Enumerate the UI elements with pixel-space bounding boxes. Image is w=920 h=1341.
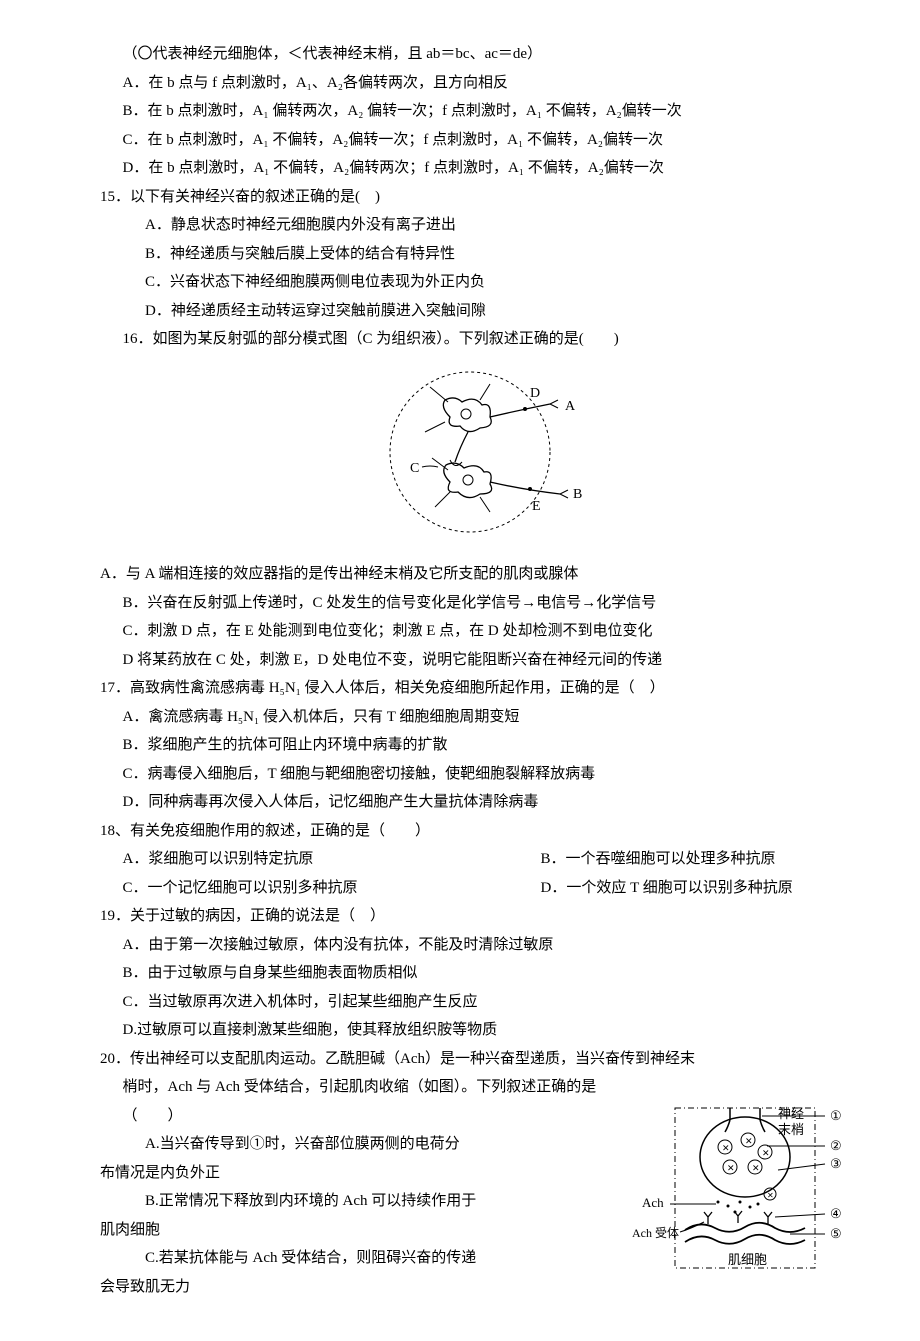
q14-option-c: C．在 b 点刺激时，A₁ 不偏转，A₂偏转一次；f 点刺激时，A₁ 不偏转，A… xyxy=(100,126,860,155)
q15-option-c: C．兴奋状态下神经细胞膜两侧电位表现为外正内负 xyxy=(100,268,860,297)
q18-stem: 18、有关免疫细胞作用的叙述，正确的是（ ） xyxy=(100,817,860,846)
q20-figure: ✕ ✕ ✕ ✕ ✕ ✕ Ach Ach 受体 xyxy=(630,1102,860,1288)
intro-text: （〇代表神经元细胞体，＜代表神经末梢，且 ab＝bc、ac＝de） xyxy=(100,40,860,69)
q19-option-c: C．当过敏原再次进入机体时，引起某些细胞产生反应 xyxy=(100,988,860,1017)
q20-stem-3: （ ） xyxy=(100,1102,620,1131)
q20-option-b-1: B.正常情况下释放到内环境的 Ach 可以持续作用于 xyxy=(100,1187,620,1216)
q14-option-b: B．在 b 点刺激时，A₁ 偏转两次，A₂ 偏转一次；f 点刺激时，A₁ 不偏转… xyxy=(100,97,860,126)
svg-text:✕: ✕ xyxy=(767,1191,774,1200)
q18-option-c: C．一个记忆细胞可以识别多种抗原 xyxy=(100,874,541,903)
svg-text:✕: ✕ xyxy=(745,1136,753,1146)
q19-stem: 19．关于过敏的病因，正确的说法是（ ） xyxy=(100,902,860,931)
q19-option-b: B．由于过敏原与自身某些细胞表面物质相似 xyxy=(100,959,860,988)
q16-label-d: D xyxy=(530,386,540,401)
q16-option-b: B．兴奋在反射弧上传递时，C 处发生的信号变化是化学信号→电信号→化学信号 xyxy=(100,589,860,618)
q17-option-a: A．禽流感病毒 H₅N₁ 侵入机体后，只有 T 细胞细胞周期变短 xyxy=(100,703,860,732)
q16-figure: D A E B C xyxy=(100,362,860,553)
q16-label-b: B xyxy=(573,487,582,502)
q17-stem: 17．高致病性禽流感病毒 H₅N₁ 侵入人体后，相关免疫细胞所起作用，正确的是（… xyxy=(100,674,860,703)
q19-option-d: D.过敏原可以直接刺激某些细胞，使其释放组织胺等物质 xyxy=(100,1016,860,1045)
q18-option-d: D．一个效应 T 细胞可以识别多种抗原 xyxy=(541,874,861,903)
q20-label-nerve: 神经 xyxy=(778,1106,804,1121)
q20-label-ending: 末梢 xyxy=(778,1122,804,1137)
q20-label-4: ④ xyxy=(830,1206,842,1221)
q20-label-2: ② xyxy=(830,1138,842,1153)
q20-stem-2: 梢时，Ach 与 Ach 受体结合，引起肌肉收缩（如图）。下列叙述正确的是 xyxy=(100,1073,860,1102)
q20-stem-1: 20．传出神经可以支配肌肉运动。乙酰胆碱（Ach）是一种兴奋型递质，当兴奋传到神… xyxy=(100,1045,860,1074)
q20-label-receptor: Ach 受体 xyxy=(632,1226,679,1240)
q20-label-3: ③ xyxy=(830,1156,842,1171)
q14-option-a: A．在 b 点与 f 点刺激时，A₁、A₂各偏转两次，且方向相反 xyxy=(100,69,860,98)
q18-option-b: B．一个吞噬细胞可以处理多种抗原 xyxy=(541,845,861,874)
q20-option-a-2: 布情况是内负外正 xyxy=(100,1159,620,1188)
q20-label-muscle: 肌细胞 xyxy=(728,1252,767,1267)
svg-text:✕: ✕ xyxy=(762,1148,770,1158)
svg-text:✕: ✕ xyxy=(727,1163,735,1173)
q20-option-c-1: C.若某抗体能与 Ach 受体结合，则阻碍兴奋的传递 xyxy=(100,1244,620,1273)
q20-option-a-1: A.当兴奋传导到①时，兴奋部位膜两侧的电荷分 xyxy=(100,1130,620,1159)
q20-label-5: ⑤ xyxy=(830,1226,842,1241)
q15-option-d: D．神经递质经主动转运穿过突触前膜进入突触间隙 xyxy=(100,297,860,326)
q16-option-d: D 将某药放在 C 处，刺激 E，D 处电位不变，说明它能阻断兴奋在神经元间的传… xyxy=(100,646,860,675)
q15-option-b: B．神经递质与突触后膜上受体的结合有特异性 xyxy=(100,240,860,269)
q16-label-a: A xyxy=(565,399,576,414)
q20-label-ach: Ach xyxy=(642,1195,664,1210)
q16-option-a: A．与 A 端相连接的效应器指的是传出神经末梢及它所支配的肌肉或腺体 xyxy=(100,560,860,589)
q16-label-e: E xyxy=(532,499,541,514)
q20-label-1: ① xyxy=(830,1108,842,1123)
q17-option-d: D．同种病毒再次侵入人体后，记忆细胞产生大量抗体清除病毒 xyxy=(100,788,860,817)
q14-option-d: D．在 b 点刺激时，A₁ 不偏转，A₂偏转两次；f 点刺激时，A₁ 不偏转，A… xyxy=(100,154,860,183)
q16-label-c: C xyxy=(410,461,419,476)
q20-option-b-2: 肌肉细胞 xyxy=(100,1216,620,1245)
q20-option-c-2: 会导致肌无力 xyxy=(100,1273,620,1302)
q16-option-c: C．刺激 D 点，在 E 处能测到电位变化；刺激 E 点，在 D 处却检测不到电… xyxy=(100,617,860,646)
svg-text:✕: ✕ xyxy=(752,1163,760,1173)
q19-option-a: A．由于第一次接触过敏原，体内没有抗体，不能及时清除过敏原 xyxy=(100,931,860,960)
q17-option-c: C．病毒侵入细胞后，T 细胞与靶细胞密切接触，使靶细胞裂解释放病毒 xyxy=(100,760,860,789)
q15-stem: 15．以下有关神经兴奋的叙述正确的是( ) xyxy=(100,183,860,212)
q16-stem: 16．如图为某反射弧的部分模式图（C 为组织液）。下列叙述正确的是( ) xyxy=(100,325,860,354)
q17-option-b: B．浆细胞产生的抗体可阻止内环境中病毒的扩散 xyxy=(100,731,860,760)
q18-option-a: A．浆细胞可以识别特定抗原 xyxy=(100,845,541,874)
q15-option-a: A．静息状态时神经元细胞膜内外没有离子进出 xyxy=(100,211,860,240)
svg-text:✕: ✕ xyxy=(722,1143,730,1153)
